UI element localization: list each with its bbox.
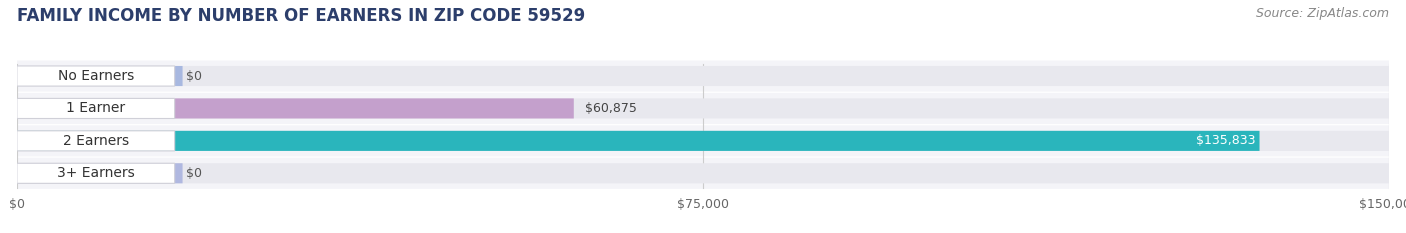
Text: $0: $0: [186, 69, 201, 82]
Text: FAMILY INCOME BY NUMBER OF EARNERS IN ZIP CODE 59529: FAMILY INCOME BY NUMBER OF EARNERS IN ZI…: [17, 7, 585, 25]
FancyBboxPatch shape: [17, 131, 174, 151]
FancyBboxPatch shape: [17, 163, 174, 183]
Text: $135,833: $135,833: [1197, 134, 1256, 147]
FancyBboxPatch shape: [17, 98, 174, 119]
FancyBboxPatch shape: [17, 131, 1260, 151]
Text: Source: ZipAtlas.com: Source: ZipAtlas.com: [1256, 7, 1389, 20]
Text: No Earners: No Earners: [58, 69, 134, 83]
Text: 1 Earner: 1 Earner: [66, 101, 125, 115]
FancyBboxPatch shape: [17, 158, 1389, 189]
FancyBboxPatch shape: [17, 163, 183, 183]
Text: 2 Earners: 2 Earners: [63, 134, 129, 148]
FancyBboxPatch shape: [17, 98, 574, 119]
Text: $60,875: $60,875: [585, 102, 637, 115]
FancyBboxPatch shape: [17, 98, 1389, 119]
FancyBboxPatch shape: [17, 66, 174, 86]
FancyBboxPatch shape: [17, 93, 1389, 124]
FancyBboxPatch shape: [17, 60, 1389, 92]
Text: 3+ Earners: 3+ Earners: [56, 166, 135, 180]
FancyBboxPatch shape: [17, 131, 1389, 151]
Text: $0: $0: [186, 167, 201, 180]
FancyBboxPatch shape: [17, 163, 1389, 183]
FancyBboxPatch shape: [17, 66, 1389, 86]
FancyBboxPatch shape: [17, 125, 1389, 156]
FancyBboxPatch shape: [17, 66, 183, 86]
